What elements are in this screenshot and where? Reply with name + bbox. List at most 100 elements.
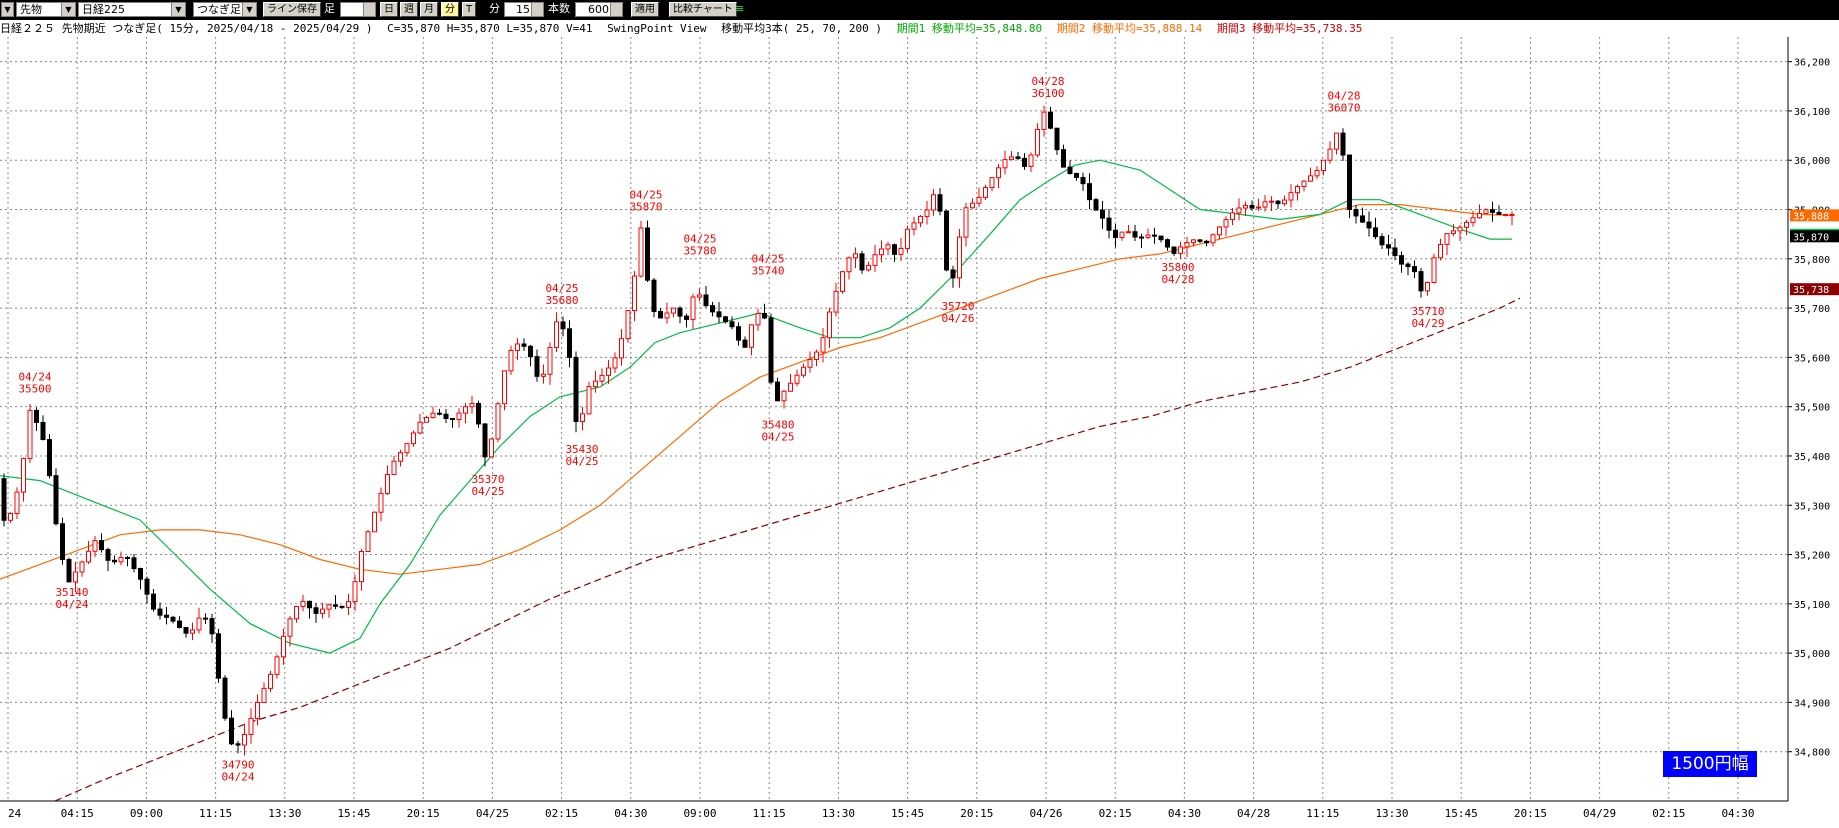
- spinner-icon[interactable]: [610, 3, 622, 16]
- candle-up: [1217, 226, 1222, 236]
- candle-down: [1197, 239, 1203, 242]
- candle-down: [313, 607, 319, 614]
- candle-down: [1249, 204, 1255, 209]
- swing-label: 35780: [683, 245, 716, 258]
- candle-up: [430, 412, 436, 419]
- candle-up: [1431, 257, 1437, 283]
- candle-up: [1509, 213, 1515, 216]
- chart-kind-select[interactable]: つなぎ足 ▼: [193, 2, 257, 17]
- x-tick-label: 04:15: [61, 807, 94, 820]
- candle-up: [963, 207, 969, 238]
- ma-definition: 移動平均3本( 25, 70, 200 ): [721, 22, 883, 35]
- interval-input[interactable]: 15: [504, 2, 544, 17]
- last-price-tag: [1790, 230, 1839, 243]
- swing-label: 36100: [1031, 87, 1064, 100]
- candle-up: [807, 358, 813, 368]
- candle-down: [112, 559, 117, 563]
- candle-down: [307, 600, 312, 609]
- candle-down: [1067, 166, 1073, 175]
- candle-up: [294, 605, 299, 620]
- month-button[interactable]: 月: [420, 2, 438, 17]
- candle-down: [1399, 255, 1404, 265]
- candle-up: [1327, 148, 1333, 161]
- candle-up: [1483, 209, 1489, 214]
- candle-down: [1093, 199, 1099, 211]
- candle-up: [872, 254, 878, 266]
- swing-label: 35680: [545, 294, 578, 307]
- range-badge: 1500円幅: [1663, 751, 1757, 777]
- swing-label: 35140: [55, 586, 88, 599]
- swing-label: 34790: [221, 759, 254, 772]
- swing-label: 35870: [629, 200, 662, 213]
- candle-up: [190, 629, 195, 634]
- candle-down: [684, 315, 689, 320]
- candle-up: [86, 550, 91, 563]
- candle-up: [664, 312, 670, 319]
- symbol-select-value: 日経225: [82, 3, 125, 16]
- candle-up: [1314, 169, 1320, 177]
- y-tick-label: 35,600: [1794, 353, 1830, 364]
- candle-up: [638, 227, 644, 277]
- candle-up: [781, 390, 787, 402]
- candle-up: [983, 187, 988, 198]
- candle-down: [944, 210, 949, 271]
- spinner-icon[interactable]: [531, 3, 543, 16]
- candle-down: [937, 194, 943, 212]
- candle-down: [762, 313, 767, 319]
- candle-down: [125, 557, 130, 560]
- candle-down: [1418, 271, 1424, 292]
- y-tick-label: 34,900: [1794, 698, 1830, 709]
- candle-up: [1451, 230, 1456, 235]
- candle-up: [352, 581, 358, 603]
- week-button[interactable]: 週: [400, 2, 418, 17]
- tick-button[interactable]: T: [462, 2, 477, 17]
- bar-count-input[interactable]: [340, 2, 376, 17]
- swing-label: 04/28: [1161, 273, 1194, 286]
- candle-up: [1477, 212, 1482, 219]
- candle-down: [151, 593, 156, 610]
- count-input[interactable]: 600: [575, 2, 623, 17]
- candle-up: [547, 347, 553, 375]
- candle-down: [768, 317, 774, 383]
- toolbar: ▼ 先物 ▼ 日経225 ▼ つなぎ足 ▼ ライン保存 足 日 週 月 分 T 分 1…: [0, 0, 1839, 20]
- candle-down: [736, 326, 741, 341]
- minute-unit-label: 分: [489, 2, 500, 15]
- symbol-select[interactable]: 日経225 ▼: [78, 2, 186, 17]
- market-select[interactable]: 先物 ▼: [16, 2, 76, 17]
- candle-up: [833, 290, 839, 313]
- candle-down: [339, 605, 345, 608]
- swing-labels: 04/24355003514004/243479004/243537004/25…: [18, 75, 1444, 784]
- candle-up: [853, 253, 858, 259]
- candle-down: [1158, 235, 1164, 241]
- toolbar-menu-arrow[interactable]: ▼: [1, 2, 14, 17]
- y-tick-label: 35,400: [1794, 452, 1830, 463]
- candle-down: [131, 557, 137, 570]
- candle-down: [53, 475, 59, 525]
- candle-down: [1386, 244, 1391, 249]
- candle-down: [1496, 211, 1502, 215]
- candle-down: [658, 311, 663, 319]
- candle-down: [775, 381, 780, 402]
- apply-button[interactable]: 適用: [631, 2, 659, 17]
- candle-up: [424, 417, 429, 423]
- minute-button[interactable]: 分: [441, 2, 459, 17]
- candle-up: [118, 557, 124, 563]
- candle-down: [157, 608, 163, 616]
- candle-up: [1301, 180, 1307, 188]
- compare-chart-button[interactable]: 比較チャート: [669, 2, 737, 17]
- save-line-button[interactable]: ライン保存: [263, 2, 321, 17]
- candle-down: [534, 356, 540, 377]
- candle-up: [8, 512, 13, 521]
- trend-icon[interactable]: ≡: [735, 2, 745, 15]
- candle-down: [521, 343, 527, 347]
- price-chart[interactable]: 04/24355003514004/243479004/243537004/25…: [0, 37, 1839, 828]
- candle-down: [1139, 236, 1144, 239]
- candle-up: [1243, 204, 1248, 209]
- y-tick-label: 35,100: [1794, 600, 1830, 611]
- day-button[interactable]: 日: [380, 2, 398, 17]
- candle-down: [1353, 209, 1359, 217]
- candle-up: [1236, 207, 1242, 214]
- spinner-icon[interactable]: [363, 3, 375, 16]
- x-tick-label: 02:15: [1652, 807, 1685, 820]
- candle-down: [222, 677, 228, 719]
